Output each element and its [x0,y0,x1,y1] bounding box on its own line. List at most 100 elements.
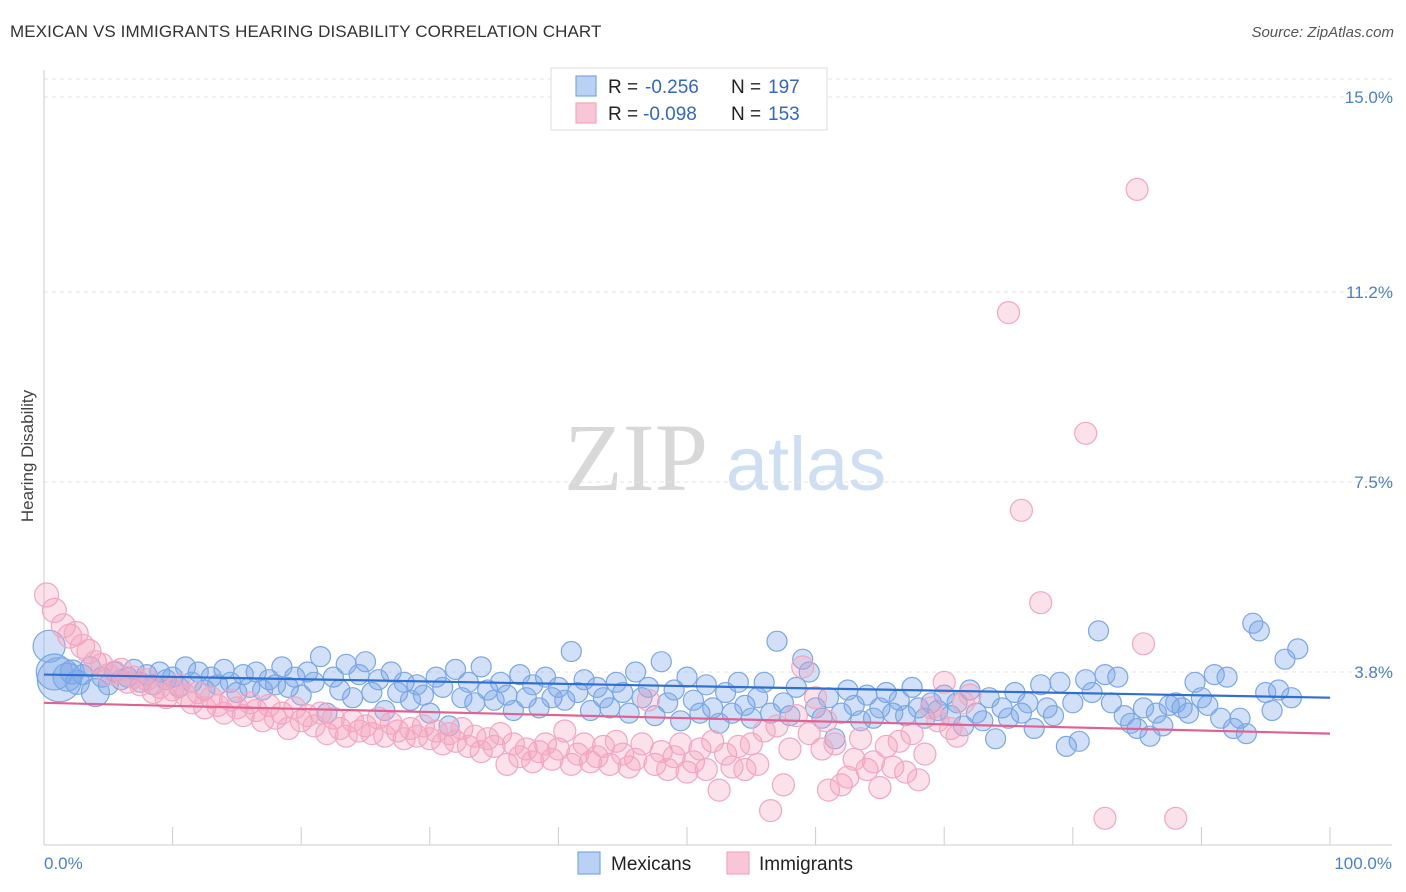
immigrants-point-45 [328,716,352,741]
immigrants-point-63 [443,729,468,753]
immigrants-point-151 [1164,806,1188,830]
immigrants-point-129 [868,775,892,800]
mexicans-point-131 [875,681,897,704]
immigrants-point-140 [938,716,963,741]
immigrants-point-102 [694,757,718,782]
mexicans-point-83 [567,681,589,704]
mexicans-point-41 [297,661,319,683]
immigrants-point-120 [810,737,834,761]
immigrants-point-144 [996,301,1021,325]
mexicans-point-189 [1248,620,1270,642]
mexicans-point-108 [727,671,750,693]
mexicans-point-191 [1261,699,1283,722]
immigrants-point-143 [958,683,982,707]
mexicans-point-81 [554,689,576,711]
mexicans-point-8 [80,677,111,708]
immigrants-point-132 [887,729,911,753]
mexicans-point-90 [612,681,634,704]
mexicans-point-148 [984,728,1007,750]
mexicans-point-58 [406,674,428,696]
immigrants-point-73 [508,745,532,769]
immigrants-point-148 [1093,806,1117,830]
legend-r-label-mexicans: R = [608,77,638,98]
mexicans-point-118 [792,648,814,670]
mexicans-point-94 [637,676,660,699]
mexicans-point-171 [1132,697,1155,719]
immigrants-point-34 [257,693,281,718]
immigrants-point-100 [681,750,706,774]
immigrants-point-69 [482,734,506,759]
mexicans-point-68 [470,656,492,678]
immigrants-point-128 [861,750,886,774]
immigrants-point-138 [926,709,950,733]
immigrants-point-30 [231,703,255,728]
immigrants-point-110 [746,752,770,777]
immigrants-point-141 [945,724,969,748]
immigrants-point-139 [932,670,956,694]
mexicans-point-51 [361,681,383,704]
immigrants-point-90 [617,755,641,779]
immigrants-point-108 [733,757,757,782]
y-tick-label-1: 7.5% [1354,473,1393,492]
immigrants-point-88 [604,729,628,753]
mexicans-point-80 [547,676,570,699]
mexicans-point-149 [991,697,1013,719]
mexicans-point-154 [1023,717,1045,740]
y-tick-label-0: 3.8% [1354,663,1393,682]
mexicans-point-161 [1068,730,1090,752]
mexicans-point-135 [901,676,923,699]
mexicans-point-152 [1010,702,1033,724]
mexicans-point-162 [1075,669,1097,691]
bottom-legend-swatch-mexicans [577,851,601,875]
mexicans-point-121 [811,707,833,729]
legend-swatch-mexicans [575,75,597,97]
series-mexicans-points [32,612,1309,758]
immigrants-point-76 [527,739,551,764]
mexicans-point-109 [734,694,756,717]
mexicans-point-157 [1042,704,1065,727]
mexicans-point-164 [1087,620,1110,642]
y-tick-label-2: 11.2% [1346,283,1393,302]
immigrants-point-58 [411,714,435,738]
bottom-legend-label-immigrants: Immigrants [759,854,853,875]
mexicans-point-146 [972,710,994,732]
mexicans-point-79 [541,687,563,709]
immigrants-point-53 [379,711,403,735]
mexicans-point-76 [522,674,544,696]
immigrants-point-28 [218,688,243,712]
mexicans-point-31 [232,663,254,686]
immigrants-point-97 [662,745,686,769]
immigrants-point-68 [476,727,500,751]
immigrants-point-6 [76,638,102,665]
immigrants-point-123 [829,773,853,797]
mexicans-point-28 [213,658,235,681]
mexicans-point-195 [1287,638,1309,660]
legend-n-value-mexicans: 197 [768,77,800,98]
mexicans-point-43 [309,645,332,668]
mexicans-point-153 [1017,692,1039,714]
immigrants-point-23 [186,680,210,705]
y-axis-label: Hearing Disability [18,389,37,522]
bottom-legend-swatch-immigrants [726,851,750,875]
immigrants-point-64 [450,716,474,741]
mexicans-point-82 [560,640,582,663]
mexicans-point-62 [432,676,454,699]
mexicans-point-42 [303,671,325,693]
gridlines [44,78,1392,673]
immigrants-point-15 [135,668,159,692]
axes [43,70,1392,846]
mexicans-point-178 [1177,702,1200,724]
immigrants-point-72 [501,732,526,756]
y-tick-label-3: 15.0% [1345,88,1393,107]
immigrants-point-115 [778,737,802,761]
legend-n-label-immigrants: N = [731,104,761,125]
legend-bottom: Mexicans Immigrants [577,851,853,875]
chart-title: MEXICAN VS IMMIGRANTS HEARING DISABILITY… [10,22,602,41]
immigrants-point-52 [373,724,397,748]
immigrants-point-135 [906,768,931,792]
immigrants-point-134 [900,721,924,746]
immigrants-point-51 [366,706,390,730]
immigrants-point-93 [636,688,661,712]
mexicans-point-45 [322,666,344,688]
immigrants-point-147 [1074,421,1098,445]
